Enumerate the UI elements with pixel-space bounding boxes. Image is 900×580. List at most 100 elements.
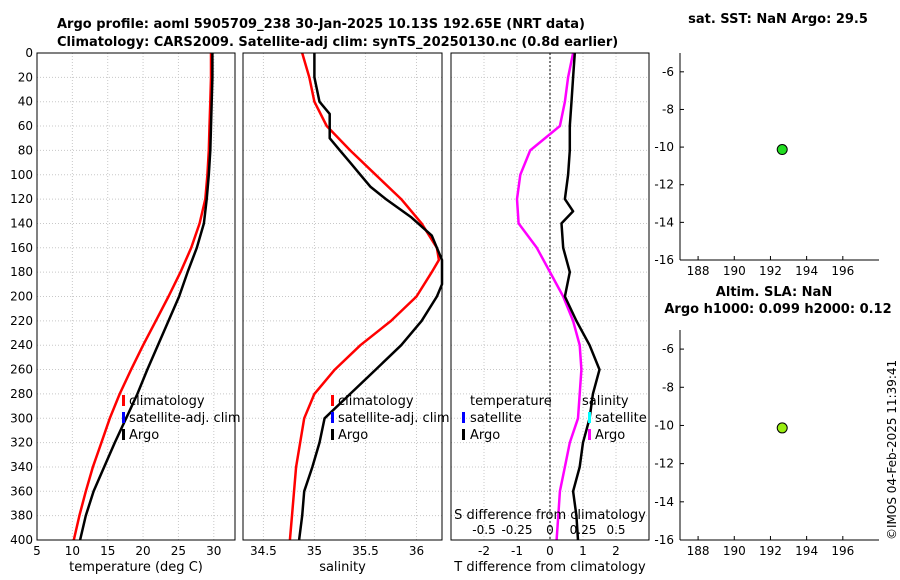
legend-swatch xyxy=(331,412,334,423)
y-tick-label: 300 xyxy=(10,411,33,425)
x-tick-label: 15 xyxy=(100,544,115,558)
y-tick-label: -12 xyxy=(654,457,674,471)
x-tick-label: 36 xyxy=(409,544,424,558)
y-tick-label: -16 xyxy=(654,533,674,547)
axes-frame xyxy=(242,52,443,541)
y-tick-label: 220 xyxy=(10,314,33,328)
x-tick-label: 190 xyxy=(723,264,746,278)
legend-swatch xyxy=(462,412,465,423)
t-difference-line xyxy=(560,52,601,541)
legend-label: Argo xyxy=(338,428,368,443)
s-tick-label: 0.5 xyxy=(606,523,625,537)
legend-swatch xyxy=(122,429,125,440)
axes-frame xyxy=(450,52,650,541)
map-title: sat. SST: NaN Argo: 29.5 xyxy=(688,12,868,27)
y-tick-label: 140 xyxy=(10,216,33,230)
legend-label: Argo xyxy=(470,428,500,443)
y-tick-label: -8 xyxy=(662,380,674,394)
y-tick-label: -6 xyxy=(662,65,674,79)
s-difference-line xyxy=(515,52,583,541)
s-tick-label: -0.5 xyxy=(472,523,495,537)
x-tick-label: 188 xyxy=(687,544,710,558)
x-tick-label: 25 xyxy=(171,544,186,558)
x-tick-label: 35 xyxy=(307,544,322,558)
y-tick-label: 380 xyxy=(10,509,33,523)
panel-difference: -2 -1 0 1 2 T difference from climatology S di… xyxy=(451,52,649,575)
x-tick-label: 0 xyxy=(546,544,554,558)
legend-label: Argo xyxy=(129,428,159,443)
x-tick-label: 194 xyxy=(795,544,818,558)
x-tick-label: 194 xyxy=(795,264,818,278)
x-axis-label: salinity xyxy=(319,560,366,575)
legend-swatch xyxy=(122,412,125,423)
legend-swatch xyxy=(331,395,334,406)
argo-position-marker xyxy=(776,422,788,434)
climatology-line xyxy=(72,53,213,541)
legend-swatch xyxy=(462,429,465,440)
legend-label: satellite-adj. clim xyxy=(129,411,241,426)
panel-temperature: 5 10 15 20 25 3002040608010012014016018020022… xyxy=(10,46,241,575)
argo-line xyxy=(297,53,444,541)
x-tick-label: 196 xyxy=(831,544,854,558)
y-tick-label: -12 xyxy=(654,178,674,192)
legend-swatch xyxy=(331,429,334,440)
y-tick-label: -6 xyxy=(662,342,674,356)
y-tick-label: -10 xyxy=(654,140,674,154)
s-tick-label: 0 xyxy=(546,523,554,537)
x-tick-label: 196 xyxy=(831,264,854,278)
x-tick-label: 20 xyxy=(135,544,150,558)
figure-title: Argo profile: aoml 5905709_238 30-Jan-20… xyxy=(57,17,585,32)
legend-label: satellite xyxy=(595,411,647,426)
x-tick-label: 192 xyxy=(759,544,782,558)
y-tick-label: 260 xyxy=(10,363,33,377)
map-subtitle: Argo h1000: 0.099 h2000: 0.12 xyxy=(664,302,891,317)
figure-subtitle: Climatology: CARS2009. Satellite-adj cli… xyxy=(57,35,618,50)
y-tick-label: -8 xyxy=(662,102,674,116)
y-tick-label: 360 xyxy=(10,484,33,498)
s-tick-label: 0.25 xyxy=(570,523,597,537)
legend-swatch xyxy=(122,395,125,406)
y-tick-label: -14 xyxy=(654,215,674,229)
y-tick-label: 340 xyxy=(10,460,33,474)
legend-label: satellite xyxy=(470,411,522,426)
y-tick-label: 40 xyxy=(18,95,33,109)
y-tick-label: 20 xyxy=(18,70,33,84)
y-tick-label: -10 xyxy=(654,418,674,432)
x-axis-label: T difference from climatology xyxy=(453,560,646,575)
y-tick-label: 60 xyxy=(18,119,33,133)
x-tick-label: 10 xyxy=(65,544,80,558)
y-tick-label: 200 xyxy=(10,290,33,304)
x-tick-label: 1 xyxy=(579,544,587,558)
legend-swatch xyxy=(588,412,591,423)
x-tick-label: 34.5 xyxy=(250,544,277,558)
map-title: Altim. SLA: NaN xyxy=(716,285,832,300)
y-tick-label: -16 xyxy=(654,253,674,267)
panel-sla_map: 188 190 192 194 196 -6 -8 -10 -12 -14 -16 Altim. SL… xyxy=(654,285,891,558)
y-tick-label: 0 xyxy=(25,46,33,60)
legend-label: Argo xyxy=(595,428,625,443)
x-tick-label: 188 xyxy=(687,264,710,278)
x-tick-label: -2 xyxy=(478,544,490,558)
legend-label: climatology xyxy=(338,394,414,409)
x-tick-label: 35.5 xyxy=(352,544,379,558)
legend-label: satellite-adj. clim xyxy=(338,411,450,426)
y-tick-label: 120 xyxy=(10,192,33,206)
y-tick-label: 180 xyxy=(10,265,33,279)
y-tick-label: -14 xyxy=(654,495,674,509)
legend-title: salinity xyxy=(582,394,629,409)
y-tick-label: 80 xyxy=(18,143,33,157)
x-tick-label: 30 xyxy=(206,544,221,558)
legend-label: climatology xyxy=(129,394,205,409)
axes-frame xyxy=(36,52,236,541)
panel-sst_map: 188 190 192 194 196 -6 -8 -10 -12 -14 -16 sat. SST:… xyxy=(654,12,879,278)
s-tick-label: -0.25 xyxy=(501,523,532,537)
legend-title: temperature xyxy=(470,394,552,409)
x-axis-label: temperature (deg C) xyxy=(69,560,203,575)
legend-swatch xyxy=(588,429,591,440)
argo-position-marker xyxy=(776,144,788,156)
x-tick-label: 190 xyxy=(723,544,746,558)
y-tick-label: 160 xyxy=(10,241,33,255)
y-tick-label: 400 xyxy=(10,533,33,547)
y-tick-label: 320 xyxy=(10,436,33,450)
